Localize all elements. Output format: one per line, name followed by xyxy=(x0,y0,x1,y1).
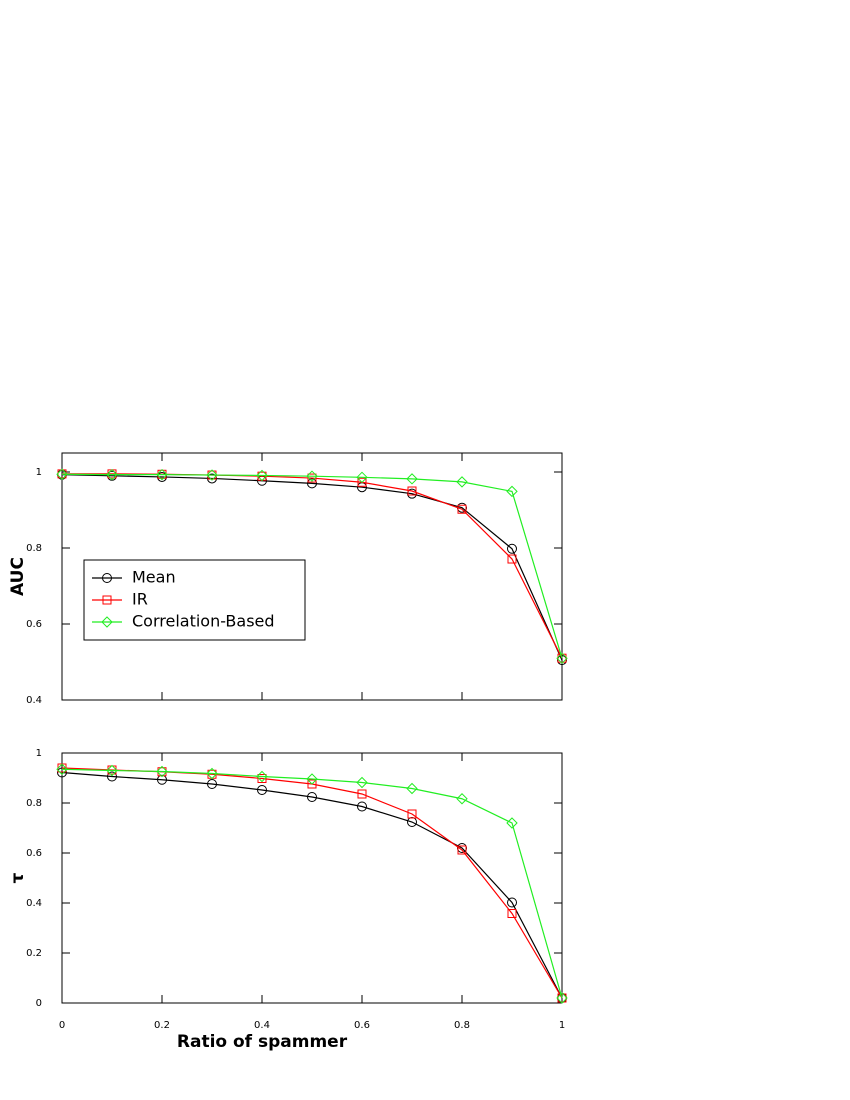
marker xyxy=(507,554,517,564)
marker xyxy=(102,573,112,583)
marker xyxy=(556,992,568,1004)
y-tick-label: 0.4 xyxy=(26,695,42,706)
marker xyxy=(156,765,168,778)
marker xyxy=(507,543,517,554)
marker xyxy=(507,897,517,908)
marker xyxy=(557,653,567,663)
marker xyxy=(506,485,518,498)
y-tick-label: 0.2 xyxy=(26,948,42,959)
marker xyxy=(107,771,117,782)
marker xyxy=(357,801,367,812)
y-tick-label: 0.6 xyxy=(26,619,42,630)
marker xyxy=(307,779,317,789)
series-line xyxy=(61,473,563,659)
y-tick-label: 0.8 xyxy=(26,543,42,554)
marker xyxy=(407,809,417,819)
marker xyxy=(306,470,318,482)
x-tick-label: 1 xyxy=(559,1020,565,1031)
marker xyxy=(506,817,518,829)
marker xyxy=(106,468,118,481)
y-axis-label: τ xyxy=(8,872,28,883)
marker xyxy=(456,476,468,488)
marker xyxy=(106,764,118,777)
marker xyxy=(407,486,417,496)
marker xyxy=(357,477,367,487)
plot-frame xyxy=(61,452,563,701)
marker xyxy=(406,473,418,485)
marker xyxy=(102,595,112,605)
series-line xyxy=(61,767,563,999)
legend-label: Mean xyxy=(132,568,176,587)
x-tick-label: 0 xyxy=(59,1020,65,1031)
plot-frame xyxy=(61,752,563,1004)
x-tick-label: 0.6 xyxy=(354,1020,370,1031)
y-tick-label: 0.6 xyxy=(26,848,42,859)
marker xyxy=(257,774,267,783)
marker xyxy=(406,782,418,795)
series-line xyxy=(61,474,563,661)
legend-label: IR xyxy=(132,590,148,609)
marker xyxy=(457,845,467,855)
marker xyxy=(257,785,267,795)
y-tick-label: 1 xyxy=(36,748,42,759)
marker xyxy=(556,652,568,664)
x-tick-label: 0.4 xyxy=(254,1020,270,1031)
marker xyxy=(256,770,268,783)
y-tick-label: 0.8 xyxy=(26,798,42,809)
marker xyxy=(307,478,317,489)
y-tick-label: 0 xyxy=(36,998,42,1009)
marker xyxy=(356,471,368,484)
x-tick-label: 0.8 xyxy=(454,1020,470,1031)
marker xyxy=(557,993,567,1003)
marker xyxy=(507,909,517,918)
x-tick-label: 0.2 xyxy=(154,1020,170,1031)
marker xyxy=(206,469,218,481)
marker xyxy=(206,767,218,780)
marker xyxy=(357,789,367,799)
marker xyxy=(307,473,317,483)
marker xyxy=(356,776,368,789)
y-axis-label: AUC xyxy=(8,557,28,596)
series-line xyxy=(61,768,563,999)
legend-label: Correlation-Based xyxy=(132,612,275,631)
marker xyxy=(256,469,268,482)
marker xyxy=(56,763,68,775)
marker xyxy=(457,504,467,514)
x-axis-label: Ratio of spammer xyxy=(177,1032,348,1052)
marker xyxy=(101,616,113,628)
marker xyxy=(306,773,318,785)
y-tick-label: 1 xyxy=(36,467,42,478)
series-line xyxy=(61,771,563,999)
marker xyxy=(207,779,217,789)
marker xyxy=(307,792,317,802)
marker xyxy=(156,468,168,481)
marker xyxy=(56,468,68,480)
y-tick-label: 0.4 xyxy=(26,898,42,909)
marker xyxy=(456,793,468,805)
